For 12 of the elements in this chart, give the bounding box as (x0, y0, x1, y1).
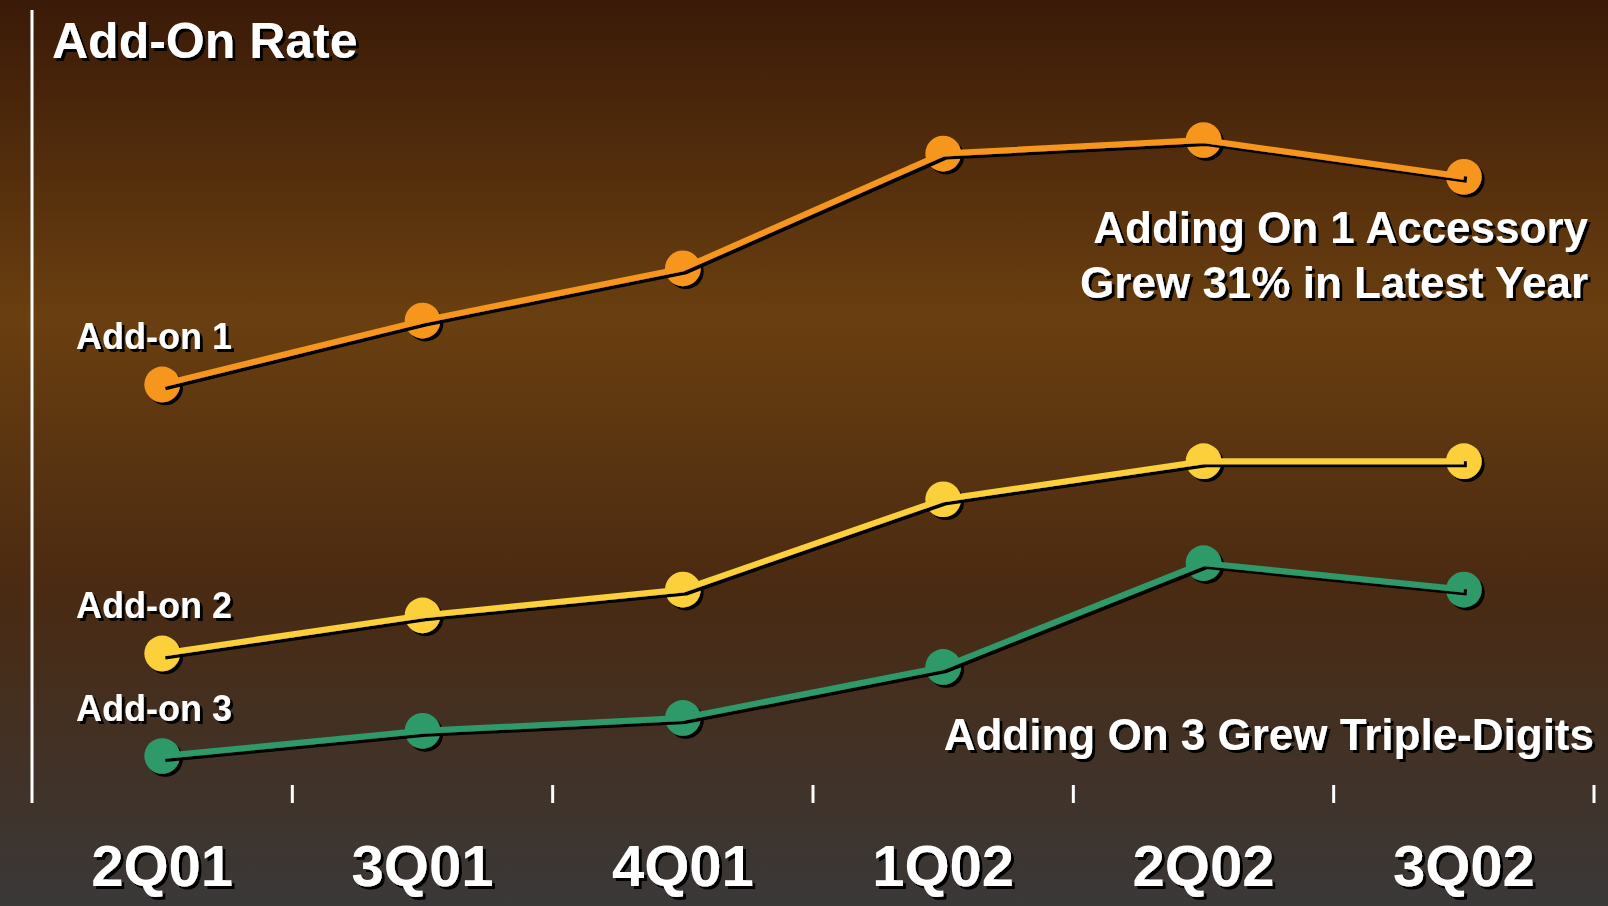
annotation: Adding On 3 Grew Triple-Digits (943, 710, 1594, 759)
x-tick-label: 2Q02 (1132, 833, 1275, 899)
annotation: Adding On 1 Accessory Grew 31% in Latest Year (1080, 203, 1589, 307)
x-tick-label: 3Q02 (1392, 833, 1535, 899)
x-tick-label: 3Q01 (351, 833, 494, 899)
chart-title: Add-On Rate (52, 13, 358, 69)
series-label: Add-on 1 (76, 316, 232, 358)
x-tick-label: 4Q01 (611, 833, 754, 899)
x-tick-label: 2Q01 (91, 833, 234, 899)
x-tick-label: 1Q02 (872, 833, 1015, 899)
series-label: Add-on 2 (76, 585, 232, 627)
series-label: Add-on 3 (76, 687, 232, 729)
